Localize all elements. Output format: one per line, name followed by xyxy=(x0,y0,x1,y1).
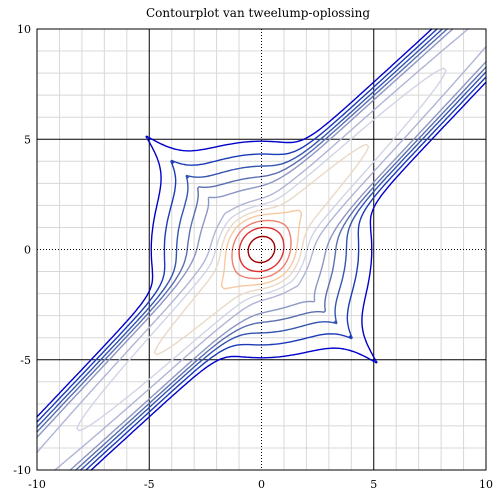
contour-line xyxy=(220,209,303,290)
y-tick-label: 10 xyxy=(17,23,31,36)
x-tick-label: -5 xyxy=(144,478,155,491)
contour-line xyxy=(36,28,487,471)
contour-line xyxy=(247,235,276,264)
x-tick-label: -10 xyxy=(28,478,46,491)
chart-title: Contourplot van tweelump-oplossing xyxy=(146,6,370,20)
x-tick-labels: -10 -5 0 5 10 xyxy=(28,478,493,491)
x-tick-label: 10 xyxy=(479,478,493,491)
contour-line xyxy=(36,28,487,471)
plot-frame xyxy=(36,28,487,471)
contour-line xyxy=(36,28,487,471)
contour-line xyxy=(76,67,447,432)
y-tick-labels: -10 -5 0 5 10 xyxy=(13,23,31,477)
y-tick-label: 0 xyxy=(24,244,31,257)
plot-area xyxy=(37,29,486,470)
x-tick-label: 5 xyxy=(370,478,377,491)
contour-line xyxy=(238,226,285,273)
y-tick-label: -5 xyxy=(20,354,31,367)
y-tick-label: -10 xyxy=(13,464,31,477)
x-tick-label: 0 xyxy=(258,478,265,491)
contour-line xyxy=(231,219,292,280)
y-tick-label: 5 xyxy=(24,133,31,146)
contour-line xyxy=(153,143,370,356)
contour-lines xyxy=(36,28,487,471)
